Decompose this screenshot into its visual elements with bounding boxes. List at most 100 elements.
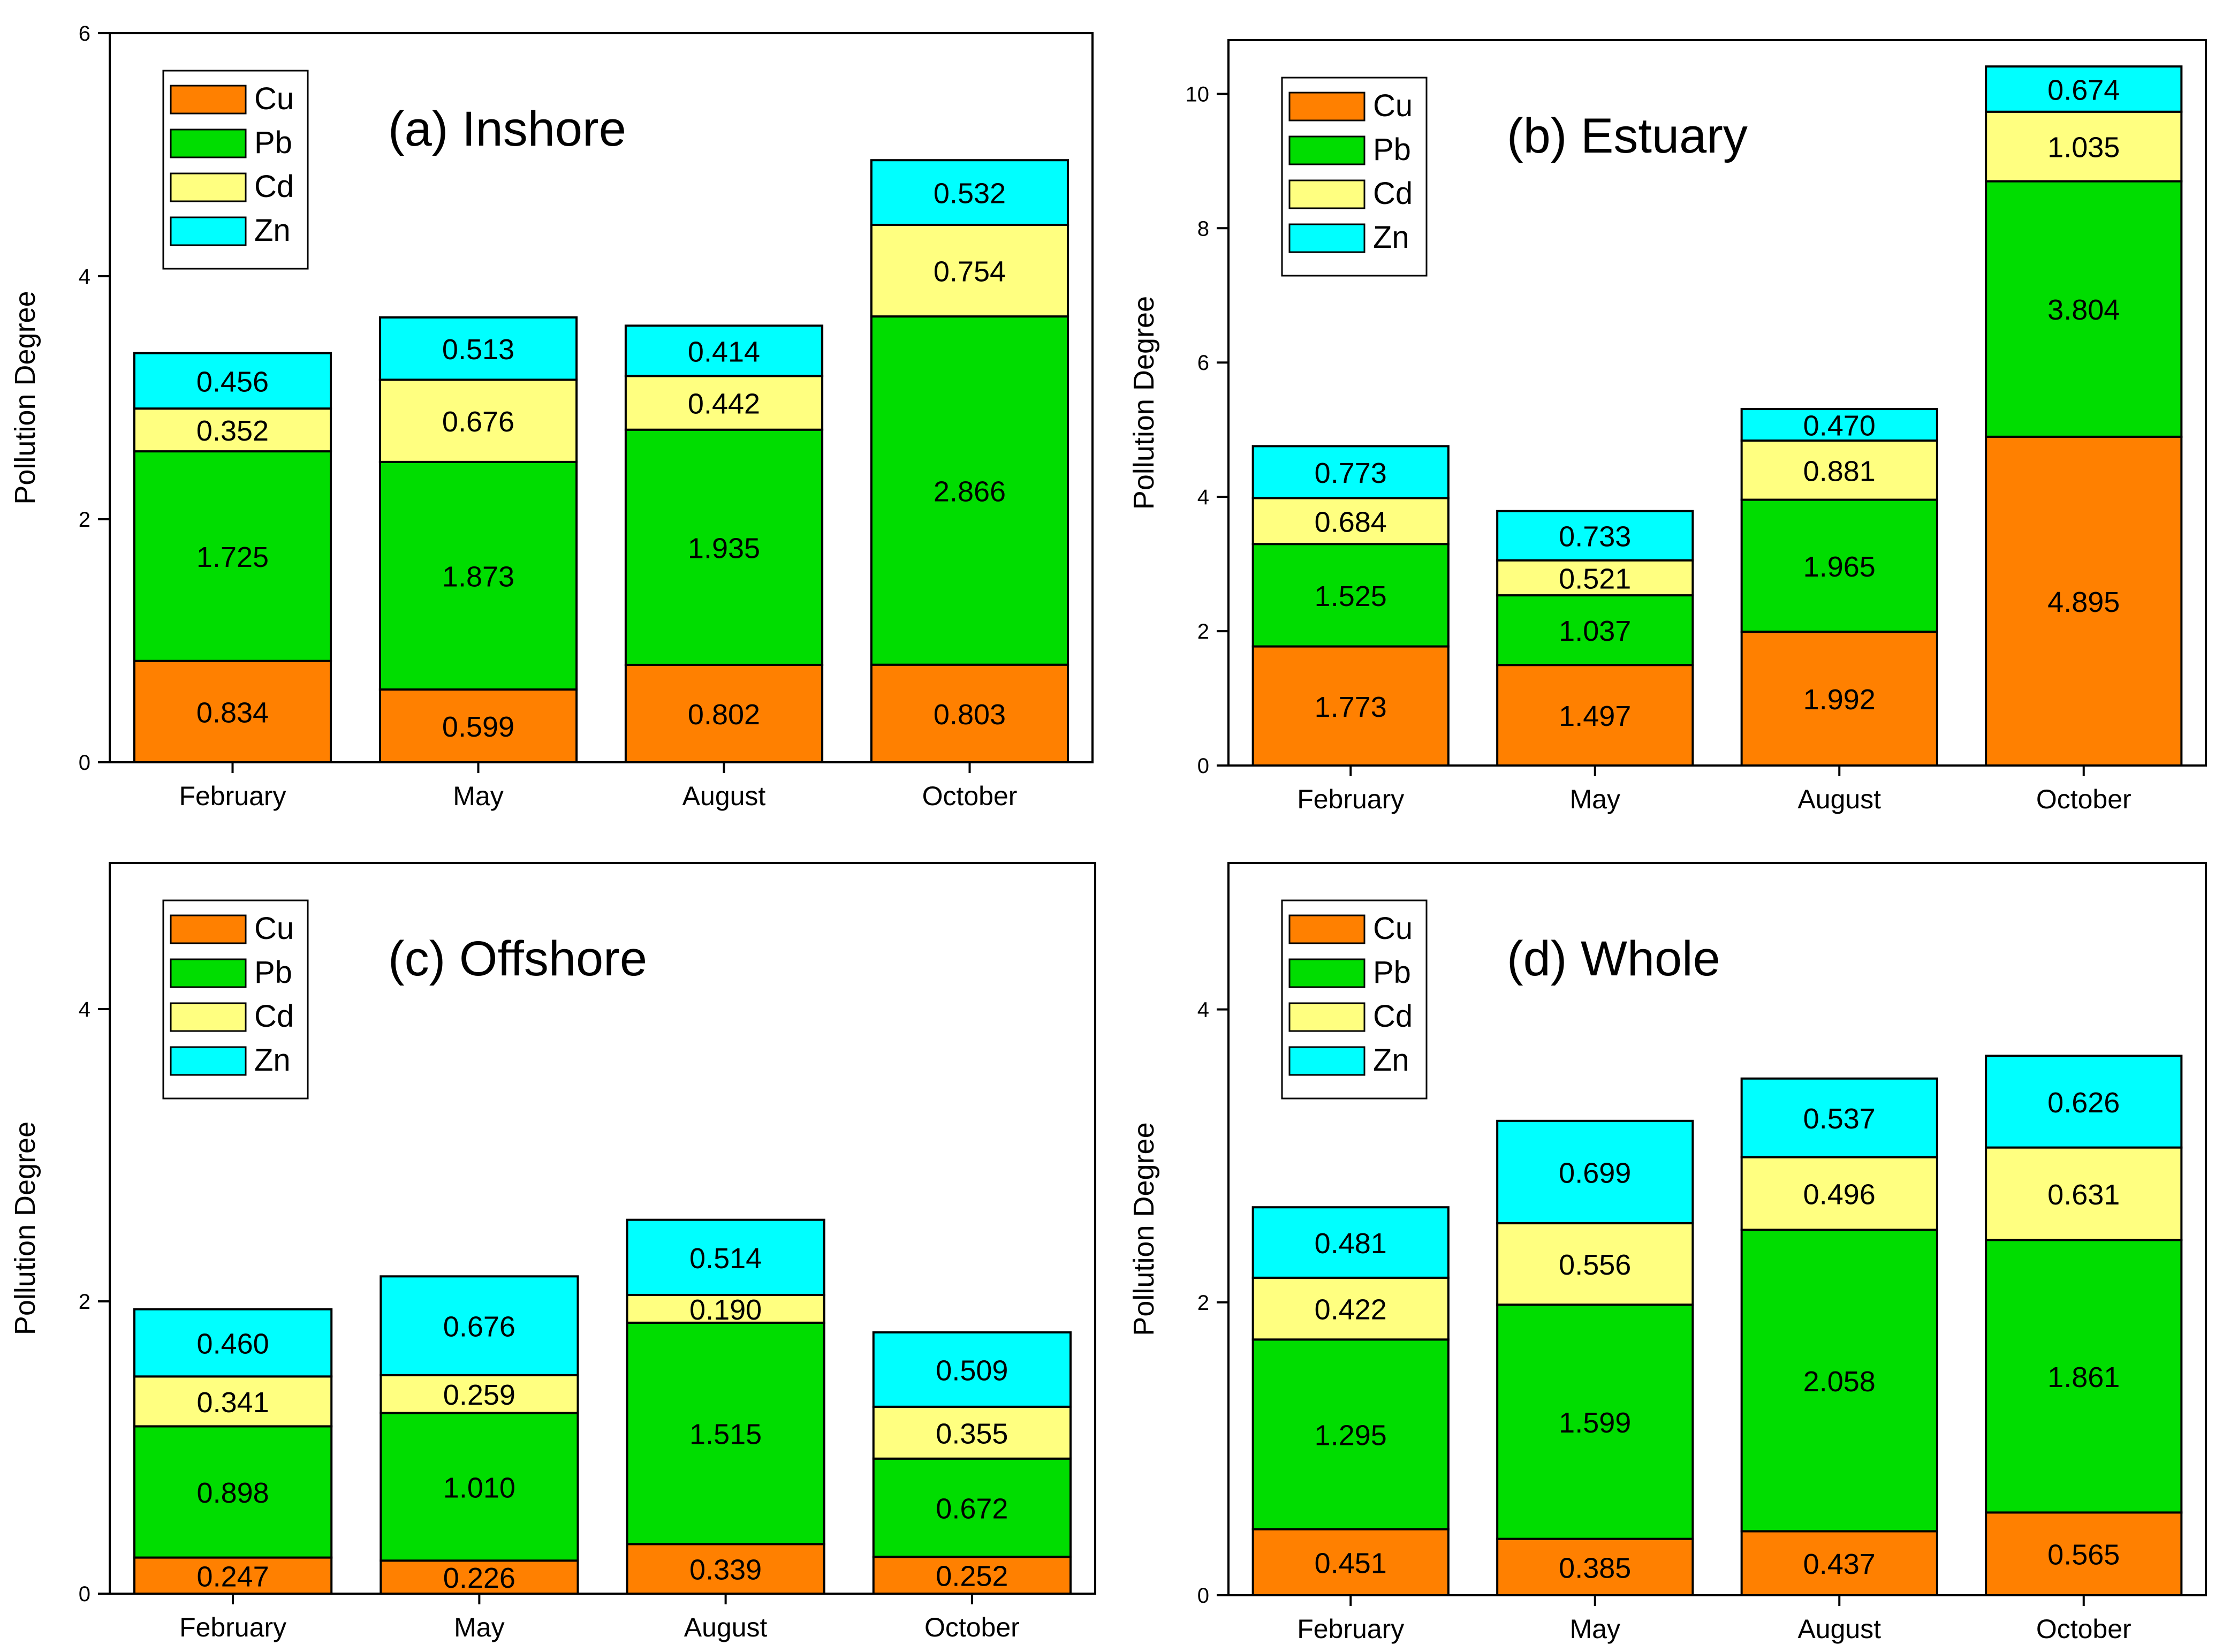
y-axis-label: Pollution Degree: [1128, 1122, 1160, 1336]
panel-title: (c) Offshore: [388, 931, 647, 986]
data-label: 0.509: [936, 1354, 1008, 1386]
x-tick-label: February: [179, 781, 286, 811]
data-label: 0.754: [934, 256, 1006, 288]
data-label: 0.676: [443, 1311, 515, 1343]
legend-label-pb: Pb: [1373, 132, 1411, 167]
bar-segment-pb: [1251, 543, 1450, 648]
legend-swatch-pb: [170, 128, 247, 158]
legend-swatch-cd: [1288, 1002, 1365, 1032]
data-label: 1.935: [688, 532, 760, 564]
bar-segment-cd: [626, 1293, 825, 1324]
data-label: 0.481: [1315, 1227, 1387, 1260]
data-label: 0.674: [2047, 74, 2120, 106]
data-label: 0.834: [196, 696, 269, 729]
legend-label-cu: Cu: [1373, 911, 1413, 946]
legend-swatch-cd: [170, 172, 247, 202]
bar-segment-cd: [1251, 1276, 1450, 1341]
legend-swatch-cu: [170, 914, 247, 944]
y-tick-label: 4: [1197, 998, 1209, 1022]
data-label: 0.414: [688, 336, 760, 368]
plot-frame: [109, 32, 1094, 763]
legend-swatch-pb: [1288, 135, 1365, 165]
y-tick-label: 4: [79, 998, 90, 1021]
bar-segment-pb: [1740, 1229, 1938, 1533]
plot-frame: [1227, 39, 2207, 767]
bar-segment-pb: [870, 315, 1069, 666]
data-label: 0.451: [1315, 1547, 1387, 1579]
bar-segment-cd: [1985, 110, 2183, 183]
bar-segment-pb: [378, 460, 578, 691]
data-label: 0.437: [1803, 1548, 1876, 1580]
data-label: 0.684: [1315, 506, 1387, 538]
legend-swatch-cu: [1288, 92, 1365, 122]
bar-segment-zn: [1985, 1055, 2183, 1149]
x-tick-label: May: [1570, 1614, 1620, 1644]
bar-segment-pb: [872, 1457, 1072, 1558]
y-tick-label: 6: [1197, 351, 1209, 375]
data-label: 1.035: [2047, 132, 2120, 164]
data-label: 0.470: [1803, 410, 1876, 442]
legend-swatch-zn: [170, 1046, 247, 1076]
bar-segment-cd: [1985, 1146, 2183, 1241]
legend-label-zn: Zn: [254, 213, 291, 248]
data-label: 0.565: [2047, 1539, 2120, 1571]
bar-segment-cu: [378, 688, 578, 763]
legend-label-zn: Zn: [1373, 220, 1409, 255]
data-label: 1.599: [1559, 1407, 1631, 1439]
bar-segment-cd: [870, 223, 1069, 318]
bar-segment-zn: [1496, 1119, 1694, 1225]
data-label: 0.422: [1315, 1294, 1387, 1326]
data-label: 0.881: [1803, 455, 1876, 487]
y-tick-label: 0: [79, 751, 90, 775]
panel-title: (d) Whole: [1507, 931, 1720, 986]
y-tick-label: 0: [1197, 1584, 1209, 1608]
data-label: 0.773: [1315, 457, 1387, 489]
bar-segment-pb: [1496, 594, 1694, 666]
bar-segment-zn: [1251, 1206, 1450, 1279]
data-label: 0.341: [197, 1386, 269, 1419]
data-label: 1.010: [443, 1472, 515, 1504]
data-label: 0.339: [689, 1554, 762, 1586]
y-tick-label: 10: [1186, 82, 1210, 106]
data-label: 0.226: [443, 1562, 515, 1594]
y-tick-label: 4: [1197, 486, 1209, 509]
bar-segment-cd: [1740, 1156, 1938, 1231]
x-tick-label: August: [684, 1612, 768, 1642]
legend-label-cu: Cu: [254, 911, 294, 946]
y-tick-label: 8: [1197, 217, 1209, 240]
bar-segment-cu: [1740, 631, 1938, 767]
data-label: 0.513: [442, 334, 514, 366]
legend-swatch-cu: [170, 85, 247, 115]
y-tick-label: 2: [79, 508, 90, 532]
y-tick-label: 2: [1197, 1291, 1209, 1315]
bar-segment-zn: [1496, 510, 1694, 562]
chart-panel-3: 0 2 4 Pollution Degree 0.247 0.898 0.341 0.460 F…: [9, 862, 1096, 1642]
x-tick-label: May: [1570, 784, 1620, 814]
data-label: 1.873: [442, 560, 514, 593]
legend-label-cu: Cu: [1373, 88, 1413, 123]
data-label: 0.190: [689, 1294, 762, 1326]
x-tick-label: May: [453, 781, 503, 811]
bar-segment-cu: [1251, 1528, 1450, 1597]
data-label: 0.537: [1803, 1103, 1876, 1135]
x-tick-label: February: [179, 1612, 286, 1642]
bar-segment-cd: [1740, 439, 1938, 501]
data-label: 0.672: [936, 1492, 1008, 1525]
data-label: 0.803: [934, 699, 1006, 731]
data-label: 0.252: [936, 1560, 1008, 1593]
legend-swatch-cd: [1288, 179, 1365, 209]
legend-swatch-cd: [170, 1002, 247, 1032]
bar-segment-pb: [1985, 1239, 2183, 1514]
data-label: 0.599: [442, 711, 514, 743]
bar-segment-pb: [1251, 1338, 1450, 1530]
data-label: 0.733: [1559, 521, 1631, 553]
data-label: 1.037: [1559, 615, 1631, 647]
data-label: 0.514: [689, 1242, 762, 1275]
bar-segment-pb: [1740, 498, 1938, 633]
bar-segment-zn: [624, 324, 824, 377]
data-label: 1.965: [1803, 551, 1876, 583]
x-tick-label: October: [922, 781, 1018, 811]
bar-segment-cu: [1985, 435, 2183, 767]
data-label: 0.247: [197, 1560, 269, 1593]
